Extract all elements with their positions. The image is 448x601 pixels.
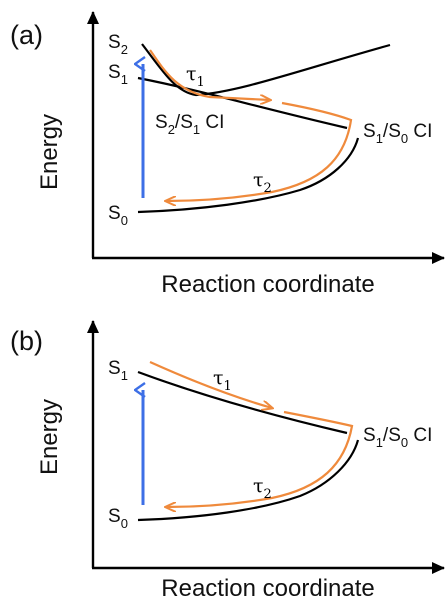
panel-a-s1-label: S1 — [108, 62, 128, 87]
panel-a-label: (a) — [10, 20, 43, 50]
panel-a-s2-curve — [141, 43, 391, 97]
panel-b-s1-s0-ci-label: S1/S0 CI — [363, 425, 432, 450]
panel-b-s0-curve — [137, 439, 360, 522]
panel-a-s1-curve — [137, 76, 348, 130]
panel-b-s0-label: S0 — [108, 506, 128, 531]
panel-a-tau1-arrow — [149, 49, 270, 100]
panel-a-tau2-label: τ2 — [253, 169, 272, 196]
panel-b-y-axis-label: Energy — [36, 399, 63, 475]
panel-a-s0-label: S0 — [108, 203, 128, 228]
panel-a-y-axis-label: Energy — [36, 114, 63, 190]
panel-b-tau1-arrow — [149, 360, 272, 408]
panel-a-tau2-arrow — [166, 101, 353, 201]
panel-a-s1-s0-ci-label: S1/S0 CI — [363, 121, 432, 146]
panel-b: (b) Energy Reaction coordinate S1 S0 τ1 … — [10, 320, 445, 601]
panel-b-tau1-label: τ1 — [213, 367, 232, 394]
panel-b-label: (b) — [10, 326, 43, 356]
panel-b-tau2-label: τ2 — [253, 475, 272, 502]
panel-b-s1-label: S1 — [108, 358, 128, 383]
panel-b-tau2-arrow — [166, 410, 354, 507]
panel-a: (a) Energy Reaction coordinate S2 S1 S0 … — [10, 11, 445, 298]
panel-a-s0-curve — [137, 137, 360, 214]
panel-a-s2-s1-ci-label: S2/S1 CI — [155, 112, 224, 137]
panel-a-s2-label: S2 — [108, 32, 128, 57]
panel-a-tau1-label: τ1 — [186, 63, 205, 90]
panel-b-s1-curve — [137, 370, 348, 435]
panel-b-x-axis-label: Reaction coordinate — [161, 575, 374, 601]
panel-a-x-axis-label: Reaction coordinate — [161, 271, 374, 298]
